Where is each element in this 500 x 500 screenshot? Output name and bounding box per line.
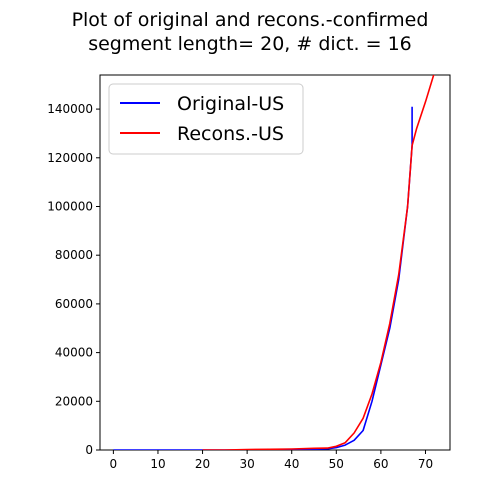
x-axis-ticks: 0 10 20 30 40 50 60 70 xyxy=(110,450,433,471)
legend-label-recons: Recons.-US xyxy=(177,123,284,145)
series-line-recons-us xyxy=(202,75,435,450)
x-tick-label: 40 xyxy=(284,457,299,471)
legend-label-original: Original-US xyxy=(177,93,284,115)
y-tick-label: 140000 xyxy=(47,102,93,116)
x-tick-label: 50 xyxy=(329,457,344,471)
x-tick-label: 60 xyxy=(373,457,388,471)
chart-title-line-2: segment length= 20, # dict. = 16 xyxy=(88,33,412,55)
legend-box xyxy=(108,83,304,155)
series-line-original-us xyxy=(113,106,413,450)
x-tick-label: 0 xyxy=(110,457,118,471)
y-axis-ticks: 0 20000 40000 60000 80000 100000 120000 140000 xyxy=(47,102,100,457)
legend: Original-US Recons.-US xyxy=(108,83,304,155)
chart-title-line-1: Plot of original and recons.-confirmed xyxy=(72,9,429,31)
y-tick-label: 40000 xyxy=(55,346,93,360)
y-tick-label: 20000 xyxy=(55,394,93,408)
y-tick-label: 0 xyxy=(85,443,93,457)
x-tick-label: 10 xyxy=(150,457,165,471)
series-layer xyxy=(113,75,435,450)
y-tick-label: 60000 xyxy=(55,297,93,311)
x-tick-label: 20 xyxy=(195,457,210,471)
x-tick-label: 70 xyxy=(418,457,433,471)
y-tick-label: 100000 xyxy=(47,199,93,213)
y-tick-label: 80000 xyxy=(55,248,93,262)
y-tick-label: 120000 xyxy=(47,151,93,165)
x-tick-label: 30 xyxy=(239,457,254,471)
